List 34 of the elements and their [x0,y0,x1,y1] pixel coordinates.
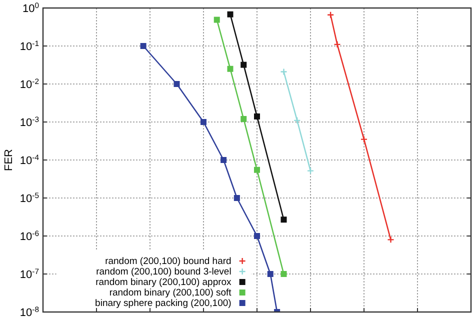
point [174,81,180,87]
y-tick-label: 10$^{-8}$ [20,304,39,319]
point [254,233,260,239]
legend-label: random (200,100) bound hard [105,256,232,267]
point [214,16,220,23]
y-tick-label: 10$^{-3}$ [20,114,39,129]
point [240,116,247,122]
point [240,62,247,68]
point [334,40,341,48]
point [220,157,227,163]
y-tick-label: 10$^{-7}$ [20,266,39,281]
y-tick-label: 10$^{-1}$ [20,38,39,53]
y-tick-label: 10$^{-6}$ [20,228,39,243]
point [234,195,240,201]
point [280,271,287,277]
point [254,166,260,173]
point [227,11,234,18]
y-tick-label: 10$^{0}$ [22,0,39,15]
legend-label: random (200,100) bound 3-level [96,266,232,278]
point [254,113,260,120]
point [227,66,234,72]
y-tick-label: 10$^{-4}$ [20,152,40,167]
y-axis-title: FER [3,148,15,171]
point [294,116,301,124]
y-tick-label: 10$^{-5}$ [20,190,39,205]
point [267,271,274,277]
point [200,119,206,125]
point [360,136,368,143]
legend-label: random binary (200,100) approx [96,277,232,288]
point [140,43,146,49]
legend-label: binary sphere packing (200,100) [95,298,232,309]
legend-label: random binary (200,100) soft [109,288,232,298]
point [280,216,287,223]
y-tick-label: 10$^{-2}$ [20,76,39,91]
